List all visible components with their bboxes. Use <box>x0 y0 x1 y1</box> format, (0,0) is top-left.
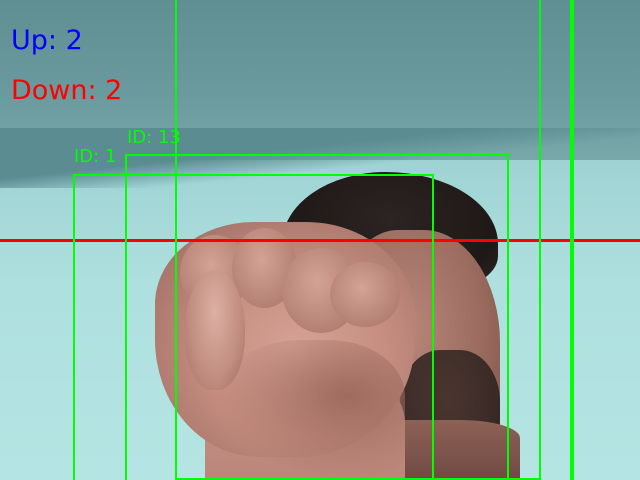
counting-line <box>0 239 640 242</box>
bounding-box <box>125 154 509 480</box>
palm-shadow <box>215 340 405 480</box>
ceiling-edge <box>0 128 640 188</box>
knuckle <box>330 262 400 327</box>
bounding-box <box>73 174 434 480</box>
detection-label: ID: 13 <box>127 127 181 148</box>
bounding-box <box>175 0 541 480</box>
detection-label: ID: 1 <box>74 146 117 167</box>
up-counter: Up: 2 <box>11 25 83 56</box>
bounding-box <box>570 0 574 480</box>
down-counter: Down: 2 <box>11 75 123 106</box>
